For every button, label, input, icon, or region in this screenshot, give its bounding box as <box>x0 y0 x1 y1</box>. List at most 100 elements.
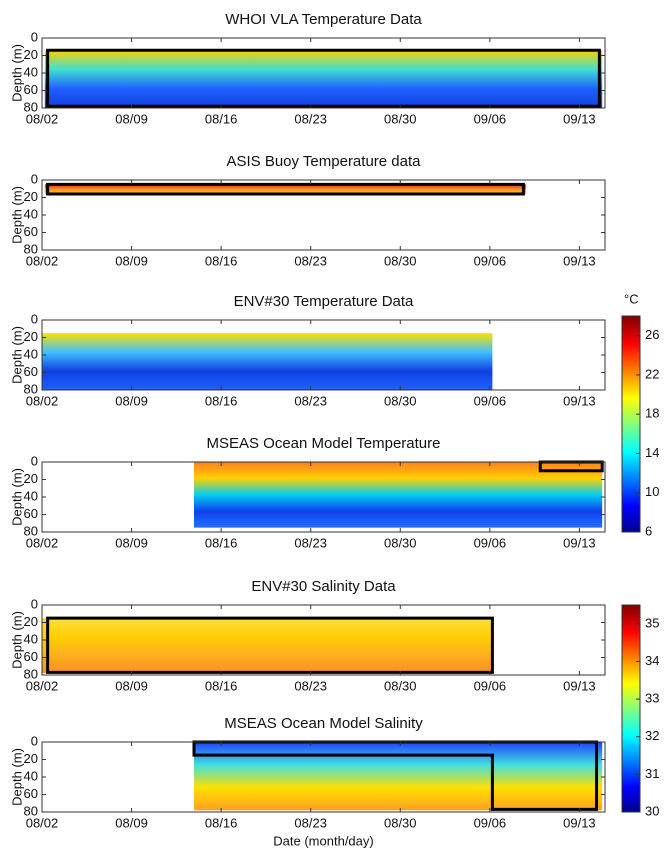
x-tick-label: 09/13 <box>563 678 596 693</box>
x-tick-label: 08/30 <box>384 535 417 550</box>
x-tick-label: 08/23 <box>294 678 327 693</box>
heatmap-field <box>42 618 493 674</box>
y-tick-label: 60 <box>24 506 38 521</box>
x-tick-label: 08/16 <box>205 253 238 268</box>
x-tick-label: 09/13 <box>563 111 596 126</box>
y-tick-label: 40 <box>24 631 38 646</box>
y-tick-label: 40 <box>24 488 38 503</box>
x-tick-label: 08/02 <box>26 535 59 550</box>
y-axis-label: Depth (m) <box>9 326 24 384</box>
y-tick-label: 60 <box>24 364 38 379</box>
x-axis-label: Date (month/day) <box>273 833 373 848</box>
x-tick-label: 09/06 <box>474 535 507 550</box>
y-axis-label: Depth (m) <box>9 748 24 806</box>
outline-box <box>46 616 494 674</box>
y-axis-label: Depth (m) <box>9 44 24 102</box>
y-tick-label: 80 <box>24 99 38 114</box>
y-tick-label: 0 <box>31 733 38 748</box>
y-tick-label: 80 <box>24 241 38 256</box>
colorbar-tick-label: 31 <box>645 766 659 781</box>
x-tick-label: 08/02 <box>26 678 59 693</box>
y-tick-label: 20 <box>24 751 38 766</box>
y-tick-label: 0 <box>31 29 38 44</box>
colorbar-tick-label: 10 <box>645 484 659 499</box>
x-tick-label: 09/13 <box>563 393 596 408</box>
colorbar-tick-label: 34 <box>645 653 659 668</box>
x-tick-label: 08/30 <box>384 678 417 693</box>
heatmap-field <box>44 50 603 108</box>
y-tick-label: 60 <box>24 82 38 97</box>
outline-box <box>46 182 525 196</box>
colorbar-tick-label: 30 <box>645 803 659 818</box>
x-tick-label: 08/23 <box>294 253 327 268</box>
y-tick-label: 20 <box>24 189 38 204</box>
x-tick-label: 08/30 <box>384 815 417 830</box>
x-tick-label: 08/16 <box>205 393 238 408</box>
x-tick-label: 08/02 <box>26 111 59 126</box>
x-tick-label: 09/13 <box>563 815 596 830</box>
heatmap-field <box>194 742 603 811</box>
y-tick-label: 40 <box>24 346 38 361</box>
x-tick-label: 08/30 <box>384 111 417 126</box>
x-tick-label: 09/06 <box>474 253 507 268</box>
x-tick-label: 08/16 <box>205 535 238 550</box>
x-tick-label: 09/13 <box>563 535 596 550</box>
y-tick-label: 40 <box>24 768 38 783</box>
y-axis-label: Depth (m) <box>9 468 24 526</box>
chart-title: MSEAS Ocean Model Salinity <box>224 715 423 732</box>
colorbar-label: °C <box>624 291 639 306</box>
x-tick-label: 09/06 <box>474 815 507 830</box>
outline-box <box>46 48 601 108</box>
x-tick-label: 08/02 <box>26 815 59 830</box>
y-tick-label: 20 <box>24 329 38 344</box>
x-tick-label: 08/23 <box>294 111 327 126</box>
y-tick-label: 0 <box>31 453 38 468</box>
colorbar-tick-label: 6 <box>645 523 652 538</box>
x-tick-label: 08/09 <box>115 393 148 408</box>
x-tick-label: 08/16 <box>205 111 238 126</box>
y-tick-label: 0 <box>31 171 38 186</box>
y-tick-label: 80 <box>24 666 38 681</box>
x-tick-label: 08/23 <box>294 535 327 550</box>
x-tick-label: 09/06 <box>474 111 507 126</box>
y-tick-label: 20 <box>24 614 38 629</box>
x-tick-label: 08/09 <box>115 253 148 268</box>
colorbar-tick-label: 18 <box>645 406 659 421</box>
y-tick-label: 0 <box>31 596 38 611</box>
colorbar-tick-label: 26 <box>645 327 659 342</box>
x-tick-label: 09/13 <box>563 253 596 268</box>
colorbar <box>621 315 641 533</box>
chart-title: MSEAS Ocean Model Temperature <box>206 435 440 452</box>
y-tick-label: 20 <box>24 471 38 486</box>
y-tick-label: 40 <box>24 206 38 221</box>
heatmap-field <box>44 184 527 194</box>
y-tick-label: 0 <box>31 311 38 326</box>
y-tick-label: 60 <box>24 649 38 664</box>
y-tick-label: 60 <box>24 224 38 239</box>
x-tick-label: 08/30 <box>384 253 417 268</box>
y-tick-label: 80 <box>24 523 38 538</box>
colorbar-tick-label: 33 <box>645 691 659 706</box>
x-tick-label: 08/16 <box>205 678 238 693</box>
colorbar <box>621 604 641 813</box>
chart-title: ENV#30 Salinity Data <box>251 578 396 595</box>
x-tick-label: 08/23 <box>294 393 327 408</box>
chart-title: WHOI VLA Temperature Data <box>225 11 422 28</box>
x-tick-label: 08/02 <box>26 393 59 408</box>
chart-title: ASIS Buoy Temperature data <box>226 153 421 170</box>
y-axis-label: Depth (m) <box>9 186 24 244</box>
y-tick-label: 20 <box>24 47 38 62</box>
chart-title: ENV#30 Temperature Data <box>234 293 414 310</box>
x-tick-label: 08/30 <box>384 393 417 408</box>
x-tick-label: 09/06 <box>474 393 507 408</box>
x-tick-label: 08/09 <box>115 535 148 550</box>
x-tick-label: 08/02 <box>26 253 59 268</box>
y-tick-label: 60 <box>24 786 38 801</box>
x-tick-label: 08/09 <box>115 815 148 830</box>
heatmap-field <box>194 462 603 528</box>
heatmap-field <box>42 333 493 390</box>
colorbar-tick-label: 32 <box>645 728 659 743</box>
x-tick-label: 08/09 <box>115 678 148 693</box>
y-tick-label: 80 <box>24 381 38 396</box>
